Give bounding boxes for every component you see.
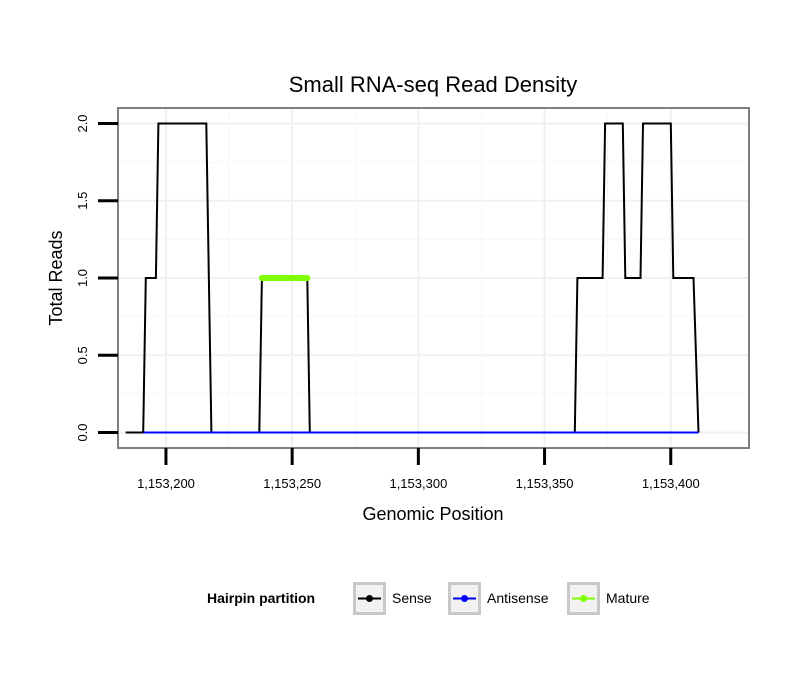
- series-lines: [125, 122, 700, 434]
- legend-key-point: [461, 595, 468, 602]
- x-tick-label: 1,153,350: [516, 476, 574, 491]
- x-tick-label: 1,153,200: [137, 476, 195, 491]
- legend-label: Antisense: [487, 590, 549, 606]
- y-tick-label: 2.0: [75, 114, 90, 132]
- y-tick-label: 1.5: [75, 192, 90, 210]
- y-axis-title: Total Reads: [46, 230, 66, 325]
- y-tick-label: 0.5: [75, 346, 90, 364]
- legend-key-point: [366, 595, 373, 602]
- y-axis-ticks: 0.0 0.5 1.0 1.5 2.0: [75, 114, 118, 442]
- legend-label: Mature: [606, 590, 650, 606]
- x-tick-label: 1,153,250: [263, 476, 321, 491]
- legend: Hairpin partition Sense Antisense Mature: [207, 582, 650, 615]
- legend-item-antisense: Antisense: [448, 582, 549, 615]
- legend-item-mature: Mature: [567, 582, 650, 615]
- x-axis-title: Genomic Position: [362, 504, 503, 524]
- chart-title: Small RNA-seq Read Density: [289, 72, 578, 97]
- x-tick-label: 1,153,300: [389, 476, 447, 491]
- y-tick-label: 0.0: [75, 423, 90, 441]
- legend-label: Sense: [392, 590, 432, 606]
- grid-lines: [118, 108, 749, 448]
- legend-title: Hairpin partition: [207, 590, 315, 606]
- x-axis-ticks: 1,153,200 1,153,250 1,153,300 1,153,350 1,15…: [137, 448, 700, 491]
- x-tick-label: 1,153,400: [642, 476, 700, 491]
- legend-key-point: [580, 595, 587, 602]
- legend-item-sense: Sense: [353, 582, 432, 615]
- y-tick-label: 1.0: [75, 269, 90, 287]
